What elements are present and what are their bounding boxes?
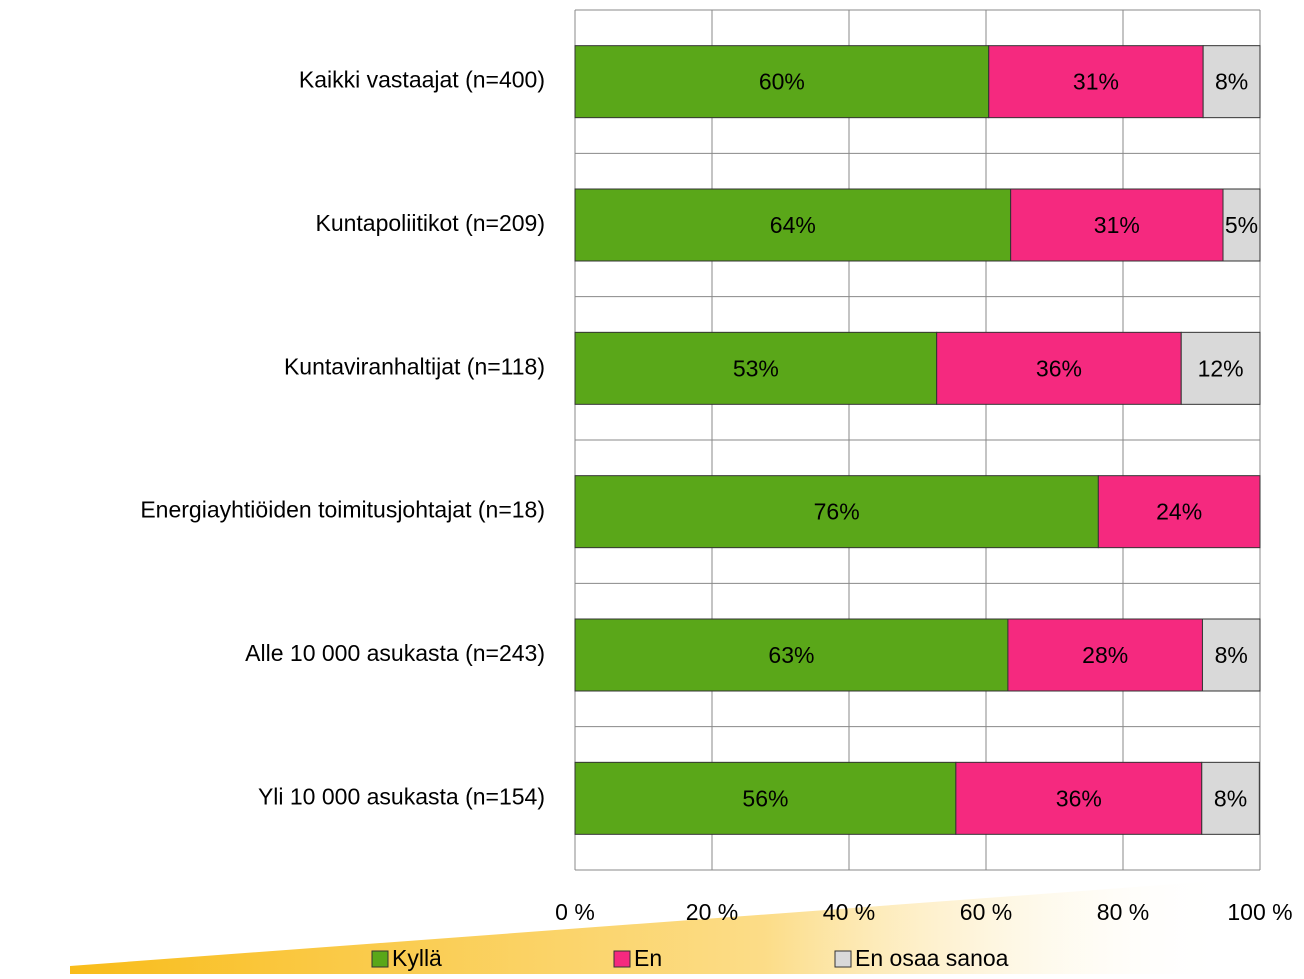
legend-swatch (834, 950, 852, 968)
bar-segment (574, 618, 1009, 692)
data-label: 5% (1225, 212, 1258, 238)
y-tick-label: Alle 10 000 asukasta (n=243) (245, 640, 545, 666)
bar-segment (1202, 45, 1261, 119)
y-tick-label: Kuntaviranhaltijat (n=118) (284, 353, 545, 379)
legend-swatch (613, 950, 631, 968)
y-tick-label: Kaikki vastaajat (n=400) (299, 67, 545, 93)
data-label: 56% (742, 785, 788, 811)
bar-segment (1097, 475, 1261, 549)
legend-label: Kyllä (392, 945, 442, 971)
x-tick-label: 100 % (1227, 899, 1292, 925)
data-label: 36% (1056, 785, 1102, 811)
bar-segment (955, 761, 1203, 835)
data-label: 63% (768, 642, 814, 668)
data-label: 28% (1082, 642, 1128, 668)
data-label: 53% (733, 355, 779, 381)
bar-segment (574, 761, 957, 835)
x-tick-label: 0 % (555, 899, 595, 925)
x-tick-label: 60 % (960, 899, 1012, 925)
legend-label: En (634, 945, 662, 971)
data-label: 31% (1094, 212, 1140, 238)
bar-segment (936, 331, 1182, 405)
bar-segment (1010, 188, 1224, 262)
data-label: 8% (1215, 642, 1248, 668)
x-tick-label: 40 % (823, 899, 875, 925)
bar-segment (1007, 618, 1203, 692)
legend-swatch (371, 950, 389, 968)
data-label: 8% (1215, 69, 1248, 95)
bar-segment (574, 331, 938, 405)
bar-segment (574, 475, 1099, 549)
y-tick-label: Kuntapoliitikot (n=209) (315, 210, 545, 236)
y-tick-label: Energiayhtiöiden toimitusjohtajat (n=18) (140, 497, 545, 523)
data-label: 31% (1073, 69, 1119, 95)
bar-segment (1180, 331, 1261, 405)
x-tick-label: 20 % (686, 899, 738, 925)
data-label: 24% (1156, 499, 1202, 525)
bar-segment (988, 45, 1204, 119)
bar-segment (1201, 618, 1261, 692)
bar-segment (574, 188, 1012, 262)
data-label: 12% (1198, 355, 1244, 381)
bar-segment (1201, 761, 1260, 835)
plot-area: 0 % 20 % 40 % 60 % 80 % 100 % Kaikki vastaajat… (140, 9, 1293, 971)
x-tick-label: 80 % (1097, 899, 1149, 925)
y-tick-label: Yli 10 000 asukasta (n=154) (258, 783, 545, 809)
bar-segment (1222, 188, 1261, 262)
legend-label: En osaa sanoa (855, 945, 1009, 971)
data-label: 76% (814, 499, 860, 525)
data-label: 64% (770, 212, 816, 238)
data-label: 60% (759, 69, 805, 95)
data-label: 36% (1036, 355, 1082, 381)
decoration (70, 880, 1230, 974)
data-label: 8% (1214, 785, 1247, 811)
bar-segment (574, 45, 990, 119)
